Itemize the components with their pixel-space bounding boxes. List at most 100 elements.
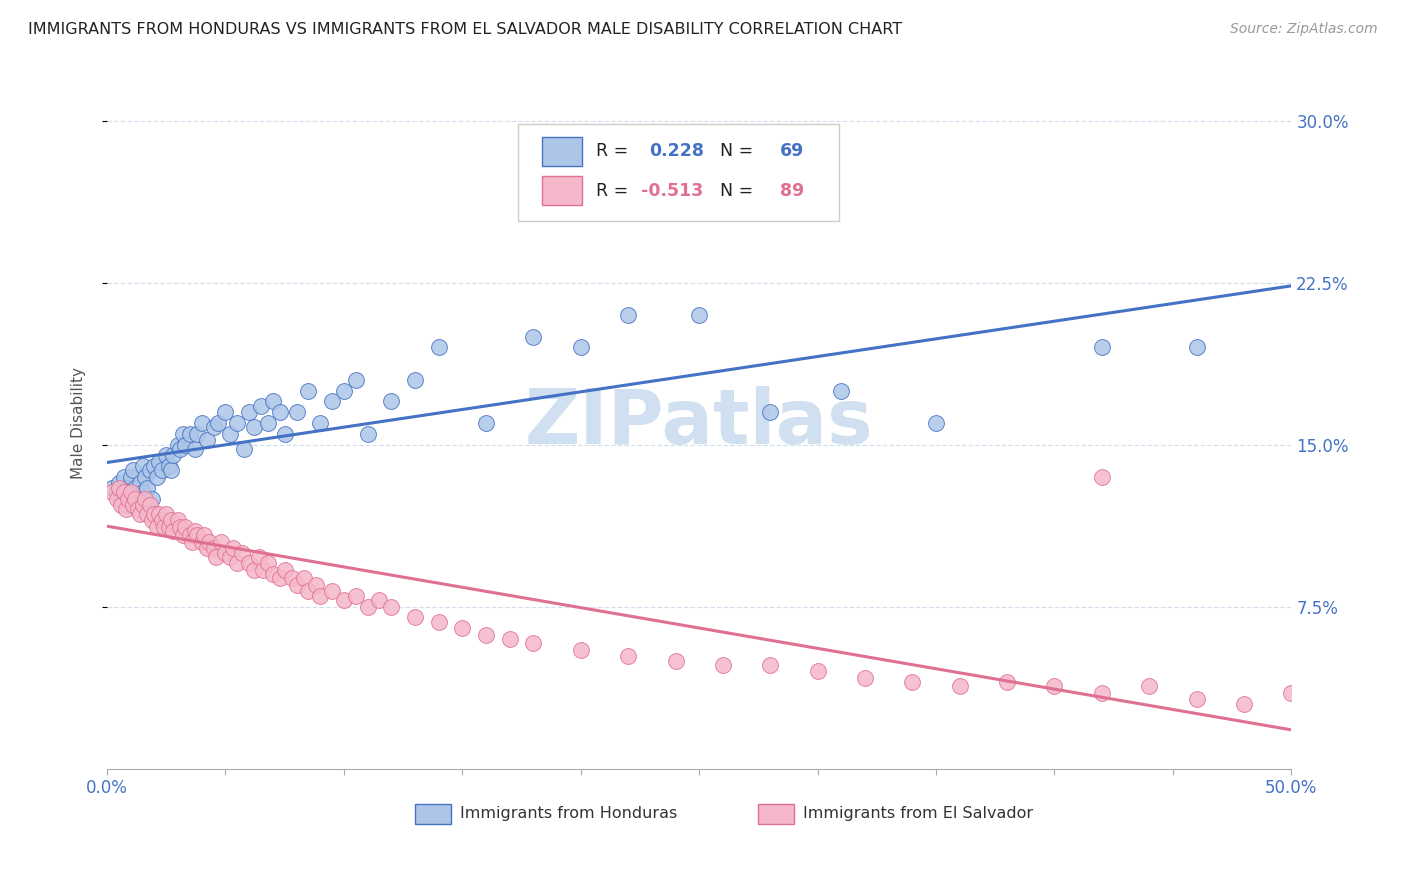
Point [404, 373, 426, 387]
Point [157, 459, 180, 474]
Text: ZIPatlas: ZIPatlas [524, 386, 873, 460]
Point [247, 549, 270, 564]
Point [108, 481, 131, 495]
Point [202, 420, 225, 434]
Point [1137, 680, 1160, 694]
Point [195, 434, 218, 448]
Point [427, 340, 450, 354]
Point [219, 426, 242, 441]
Point [356, 426, 378, 441]
Point [110, 498, 132, 512]
Point [1279, 686, 1302, 700]
Point [569, 340, 592, 354]
Point [226, 416, 249, 430]
Point [153, 519, 176, 533]
Point [112, 470, 135, 484]
Point [117, 481, 139, 495]
Point [297, 384, 319, 398]
Point [269, 572, 291, 586]
Point [688, 308, 710, 322]
Point [356, 599, 378, 614]
Point [333, 384, 356, 398]
Point [146, 470, 169, 484]
Point [191, 534, 214, 549]
Point [711, 657, 734, 672]
Point [150, 513, 173, 527]
Point [344, 589, 367, 603]
Point [499, 632, 522, 646]
Point [901, 675, 924, 690]
Point [309, 416, 332, 430]
Point [209, 534, 232, 549]
Text: Immigrants from Honduras: Immigrants from Honduras [460, 806, 678, 821]
Point [205, 549, 228, 564]
Point [925, 416, 948, 430]
Point [333, 593, 356, 607]
Point [344, 373, 367, 387]
Point [522, 329, 544, 343]
Point [110, 491, 132, 506]
Point [129, 476, 152, 491]
Point [949, 680, 972, 694]
Point [115, 502, 138, 516]
Text: N =: N = [709, 182, 758, 200]
Point [214, 545, 236, 559]
Point [273, 426, 295, 441]
Point [202, 541, 225, 556]
FancyBboxPatch shape [415, 805, 450, 824]
Point [238, 557, 260, 571]
Point [169, 442, 191, 456]
Point [101, 481, 124, 495]
Point [1091, 340, 1114, 354]
Point [179, 528, 201, 542]
Point [321, 394, 343, 409]
Text: IMMIGRANTS FROM HONDURAS VS IMMIGRANTS FROM EL SALVADOR MALE DISABILITY CORRELAT: IMMIGRANTS FROM HONDURAS VS IMMIGRANTS F… [28, 22, 903, 37]
Point [617, 308, 640, 322]
Point [807, 665, 830, 679]
Point [380, 394, 402, 409]
Point [167, 437, 190, 451]
Point [186, 528, 208, 542]
Point [226, 557, 249, 571]
Point [292, 572, 315, 586]
Text: 69: 69 [780, 142, 804, 160]
Point [172, 528, 194, 542]
Point [309, 589, 332, 603]
FancyBboxPatch shape [758, 805, 794, 824]
Point [1233, 697, 1256, 711]
FancyBboxPatch shape [541, 136, 582, 166]
Point [285, 405, 308, 419]
Point [238, 405, 260, 419]
Point [243, 563, 266, 577]
Point [257, 557, 280, 571]
Point [160, 513, 183, 527]
Point [219, 549, 242, 564]
Point [162, 449, 184, 463]
Point [127, 502, 149, 516]
Point [1185, 692, 1208, 706]
Point [193, 528, 215, 542]
Point [131, 459, 153, 474]
Point [304, 578, 326, 592]
Point [179, 426, 201, 441]
Text: Immigrants from El Salvador: Immigrants from El Salvador [803, 806, 1033, 821]
Point [262, 567, 284, 582]
Point [221, 541, 243, 556]
Point [146, 519, 169, 533]
Point [105, 485, 128, 500]
Point [141, 491, 163, 506]
Point [281, 572, 304, 586]
Point [131, 485, 153, 500]
Point [160, 463, 183, 477]
Point [233, 442, 256, 456]
Point [124, 481, 146, 495]
Point [174, 519, 197, 533]
Point [162, 524, 184, 538]
Point [131, 498, 153, 512]
Point [475, 627, 498, 641]
Point [120, 485, 142, 500]
Point [108, 476, 131, 491]
Point [569, 642, 592, 657]
Point [522, 636, 544, 650]
Point [167, 513, 190, 527]
